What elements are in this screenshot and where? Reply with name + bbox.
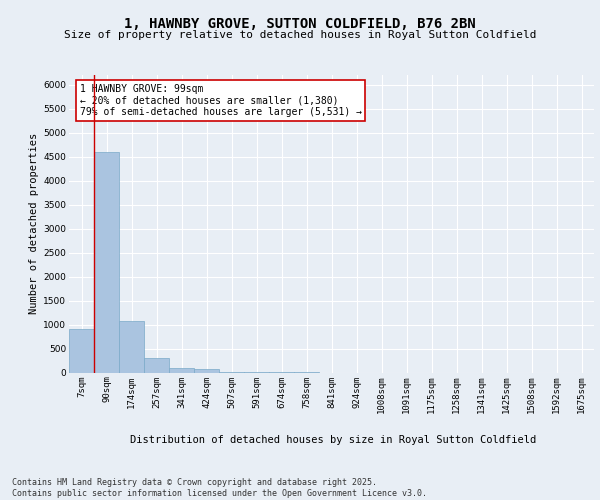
Text: Contains HM Land Registry data © Crown copyright and database right 2025.
Contai: Contains HM Land Registry data © Crown c… <box>12 478 427 498</box>
Bar <box>169 368 194 372</box>
Text: Distribution of detached houses by size in Royal Sutton Coldfield: Distribution of detached houses by size … <box>130 435 536 445</box>
Text: 1 HAWNBY GROVE: 99sqm
← 20% of detached houses are smaller (1,380)
79% of semi-d: 1 HAWNBY GROVE: 99sqm ← 20% of detached … <box>79 84 361 117</box>
Text: 1, HAWNBY GROVE, SUTTON COLDFIELD, B76 2BN: 1, HAWNBY GROVE, SUTTON COLDFIELD, B76 2… <box>124 18 476 32</box>
Text: Size of property relative to detached houses in Royal Sutton Coldfield: Size of property relative to detached ho… <box>64 30 536 40</box>
Bar <box>194 369 219 372</box>
Bar <box>69 330 94 372</box>
Bar <box>119 320 144 372</box>
Bar <box>94 152 119 372</box>
Bar <box>144 358 169 372</box>
Y-axis label: Number of detached properties: Number of detached properties <box>29 133 39 314</box>
